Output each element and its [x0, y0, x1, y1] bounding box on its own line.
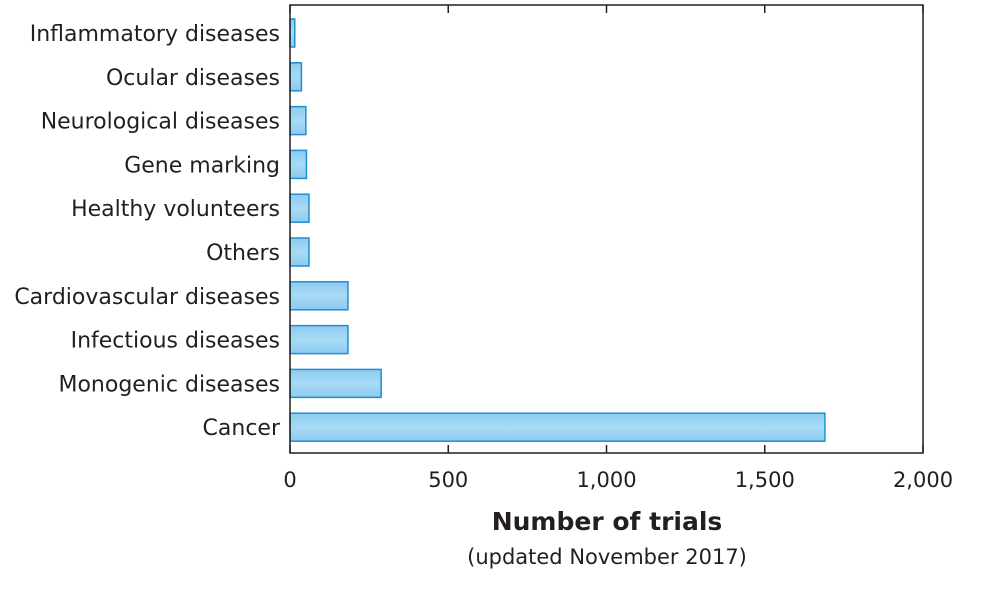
category-label: Inflammatory diseases: [30, 22, 280, 47]
category-label: Healthy volunteers: [71, 197, 280, 222]
x-axis-tick-labels: 0 500 1,000 1,500 2,000: [283, 468, 953, 492]
x-axis-sublabel: (updated November 2017): [467, 545, 747, 569]
x-axis-ticks: [289, 5, 924, 453]
bar-gene-marking: [289, 149, 308, 180]
x-tick-label: 1,000: [576, 468, 636, 492]
bar-others: [289, 237, 310, 267]
category-label: Others: [206, 241, 280, 266]
category-label: Cancer: [203, 416, 281, 441]
bar-cardiovascular-diseases: [289, 281, 349, 311]
bar-ocular-diseases: [289, 62, 303, 92]
bar-cancer: [289, 412, 826, 442]
category-label: Gene marking: [124, 153, 280, 178]
x-tick-label: 1,500: [735, 468, 795, 492]
bars-group: [289, 18, 826, 442]
x-tick-label: 2,000: [893, 468, 953, 492]
category-label: Neurological diseases: [41, 110, 280, 135]
category-label: Infectious diseases: [71, 329, 280, 354]
category-label: Ocular diseases: [106, 66, 280, 91]
category-labels: Inflammatory diseases Ocular diseases Neur…: [14, 22, 281, 441]
x-axis-label: Number of trials: [492, 507, 723, 536]
bar-neurological-diseases: [289, 105, 307, 136]
bar-infectious-diseases: [289, 324, 349, 355]
category-label: Cardiovascular diseases: [14, 285, 280, 310]
x-tick-label: 0: [283, 468, 296, 492]
x-tick-label: 500: [428, 468, 468, 492]
bar-monogenic-diseases: [289, 368, 382, 399]
bar-healthy-volunteers: [289, 193, 310, 223]
category-label: Monogenic diseases: [58, 372, 280, 397]
plot-frame: [289, 4, 924, 454]
